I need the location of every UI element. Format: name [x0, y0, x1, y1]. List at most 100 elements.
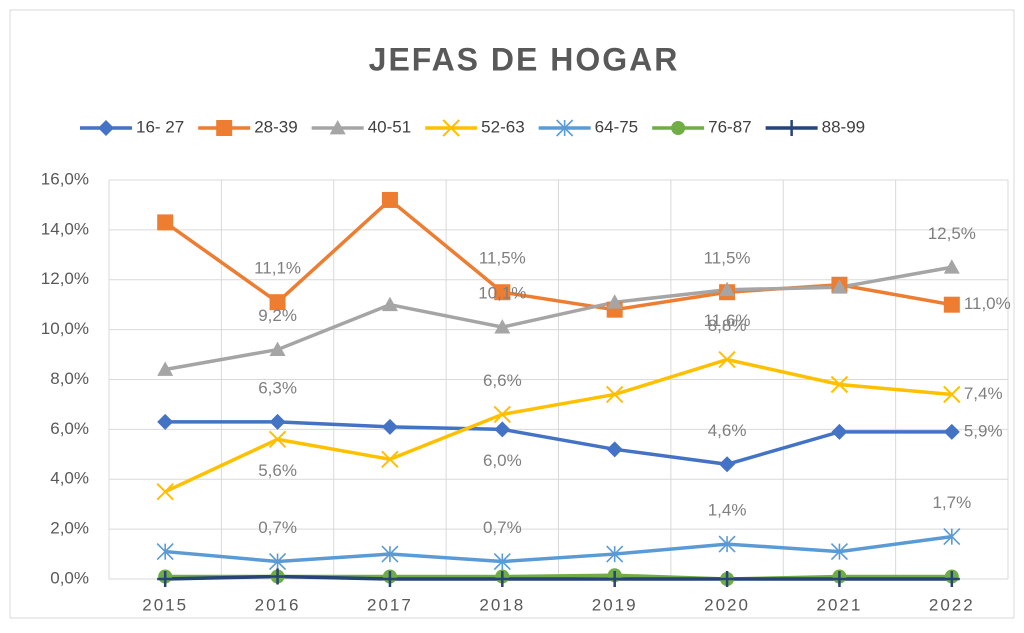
data-point [831, 423, 848, 440]
legend-item: 52-63 [425, 117, 525, 137]
data-point [268, 552, 287, 571]
series-line [165, 574, 952, 581]
data-label: 6,0% [483, 451, 522, 470]
y-tick-label: 2,0% [50, 519, 89, 538]
legend-label: 40-51 [368, 117, 411, 136]
legend-marker [671, 121, 686, 135]
data-point [157, 361, 174, 376]
data-point [719, 571, 736, 587]
data-point [157, 214, 174, 231]
data-point [718, 350, 736, 369]
legend-item: 28-39 [198, 117, 298, 136]
y-tick-label: 10,0% [41, 319, 89, 338]
data-point [718, 535, 736, 553]
data-label: 12,5% [928, 224, 976, 243]
legend-marker [442, 119, 460, 137]
x-tick-label: 2015 [142, 595, 188, 614]
data-label: 6,6% [483, 371, 522, 390]
data-point [605, 385, 624, 404]
data-label: 11,5% [704, 249, 751, 268]
data-label: 5,9% [964, 421, 1003, 440]
x-tick-label: 2016 [255, 595, 301, 614]
x-tick-label: 2020 [704, 595, 750, 614]
data-label: 5,6% [258, 461, 297, 480]
data-label: 6,3% [258, 378, 297, 397]
data-point [606, 441, 623, 458]
series-line [165, 420, 952, 467]
data-point [494, 571, 511, 587]
data-label: 0,7% [483, 518, 522, 537]
legend-label: 64-75 [595, 117, 638, 136]
data-label: 1,7% [932, 493, 971, 512]
data-point [494, 421, 511, 438]
data-point [269, 294, 286, 311]
legend-marker [329, 120, 346, 135]
data-point [493, 405, 512, 424]
y-tick-label: 6,0% [50, 419, 89, 438]
data-point [381, 450, 399, 469]
data-point [157, 413, 174, 430]
data-point [268, 430, 287, 449]
data-point [606, 545, 624, 563]
data-label: 11,1% [254, 259, 301, 278]
x-tick-label: 2022 [929, 595, 975, 614]
y-tick-label: 0,0% [50, 568, 89, 587]
data-point [269, 341, 286, 356]
legend-marker [216, 120, 233, 136]
legend-item: 64-75 [538, 117, 638, 137]
legend-label: 88-99 [822, 117, 865, 136]
data-point [381, 571, 398, 587]
data-point [269, 413, 286, 430]
data-point [831, 279, 848, 294]
legend-marker [556, 119, 574, 137]
x-tick-label: 2017 [367, 595, 413, 614]
data-point [381, 191, 398, 208]
y-tick-label: 16,0% [41, 169, 89, 188]
data-point [943, 385, 961, 404]
data-point [943, 528, 961, 546]
x-tick-label: 2018 [479, 595, 525, 614]
data-point [830, 543, 849, 561]
data-label: 7,4% [964, 384, 1003, 403]
data-point [943, 571, 960, 587]
data-point [381, 545, 399, 563]
x-tick-label: 2021 [817, 595, 863, 614]
data-label: 1,4% [708, 501, 747, 520]
data-label: 10,1% [478, 284, 526, 303]
data-point [830, 375, 849, 394]
data-label: 8,8% [708, 316, 747, 335]
y-tick-label: 4,0% [50, 469, 89, 488]
data-point [494, 319, 511, 334]
data-point [156, 483, 174, 501]
data-point [719, 281, 736, 297]
data-point [494, 284, 511, 301]
data-point [606, 571, 623, 587]
x-tick-label: 2019 [592, 595, 638, 614]
data-point [157, 571, 174, 587]
data-label: 9,2% [258, 306, 297, 325]
legend-label: 16- 27 [136, 117, 184, 136]
data-point [831, 571, 848, 587]
legend-label: 28-39 [254, 117, 297, 136]
legend-item: 40-51 [311, 117, 411, 136]
data-point [943, 259, 960, 274]
data-point [269, 568, 286, 585]
data-point [381, 418, 398, 435]
legend-marker [98, 120, 114, 136]
y-tick-label: 14,0% [41, 219, 89, 238]
chart-border [9, 9, 1015, 619]
legend-marker [783, 120, 800, 136]
data-label: 11,6% [704, 311, 751, 330]
data-label: 11,0% [964, 294, 1011, 313]
y-tick-label: 12,0% [41, 269, 89, 288]
series-line [165, 534, 953, 564]
data-point [381, 296, 398, 312]
series-line [164, 265, 953, 372]
data-point [493, 552, 511, 571]
legend-item: 16- 27 [80, 117, 184, 136]
data-label: 4,6% [708, 421, 747, 440]
data-label: 11,5% [479, 249, 526, 268]
data-point [719, 456, 736, 473]
data-point [943, 423, 960, 440]
